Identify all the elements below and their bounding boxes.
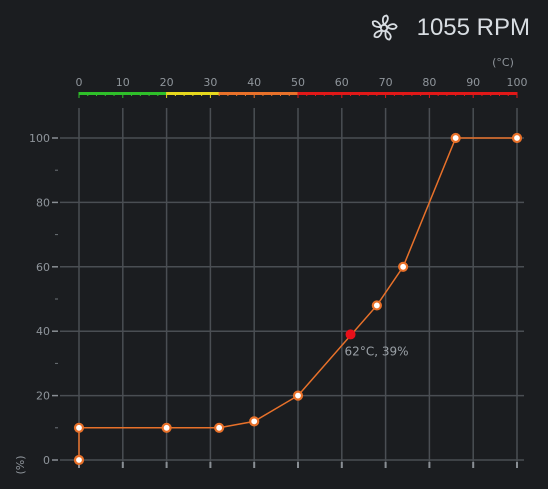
fan-icon <box>371 14 398 41</box>
y-tick-label: 60 <box>36 261 50 274</box>
current-point-label: 62°C, 39% <box>345 344 409 358</box>
current-operating-point <box>345 329 356 340</box>
x-tick-label: 50 <box>291 76 305 89</box>
y-axis-ticks: 0 20 40 60 80 100 <box>29 132 58 467</box>
x-tick-label: 40 <box>247 76 261 89</box>
y-tick-label: 20 <box>36 390 50 403</box>
chart-grid <box>55 108 524 468</box>
temperature-zone-orange <box>219 92 298 95</box>
y-tick-label: 0 <box>43 454 50 467</box>
curve-control-point[interactable] <box>73 454 85 466</box>
y-tick-label: 100 <box>29 132 50 145</box>
curve-control-point[interactable] <box>371 300 382 311</box>
fan-curve-series <box>78 137 517 460</box>
x-tick-label: 100 <box>507 76 528 89</box>
curve-control-point[interactable] <box>214 422 225 433</box>
curve-control-point[interactable] <box>292 390 304 401</box>
x-axis-unit: (°C) <box>492 56 514 69</box>
curve-control-point[interactable] <box>398 261 409 272</box>
fan-rpm-readout: 1055 RPM <box>416 14 530 41</box>
x-tick-label: 30 <box>203 76 217 89</box>
temperature-zone-bar <box>78 92 518 98</box>
y-tick-label: 80 <box>36 196 50 209</box>
x-tick-label: 90 <box>466 76 480 89</box>
curve-points[interactable] <box>73 132 523 466</box>
curve-control-point[interactable] <box>450 132 461 144</box>
x-tick-label: 70 <box>379 76 393 89</box>
x-tick-label: 80 <box>422 76 436 89</box>
curve-control-point[interactable] <box>161 422 172 433</box>
y-axis-unit: (%) <box>14 455 27 474</box>
curve-control-point[interactable] <box>73 422 85 433</box>
fan-status: 1055 RPM <box>369 10 530 46</box>
temperature-zone-red <box>298 92 517 95</box>
curve-control-point[interactable] <box>511 132 523 144</box>
x-tick-label: 20 <box>160 76 174 89</box>
x-axis-ticks: 0 10 20 30 40 50 60 70 80 90 100 <box>76 76 528 89</box>
x-tick-label: 0 <box>76 76 83 89</box>
x-tick-label: 10 <box>116 76 130 89</box>
curve-control-point[interactable] <box>249 416 260 427</box>
fan-curve-line <box>78 137 517 460</box>
y-tick-label: 40 <box>36 325 50 338</box>
x-tick-label: 60 <box>335 76 349 89</box>
